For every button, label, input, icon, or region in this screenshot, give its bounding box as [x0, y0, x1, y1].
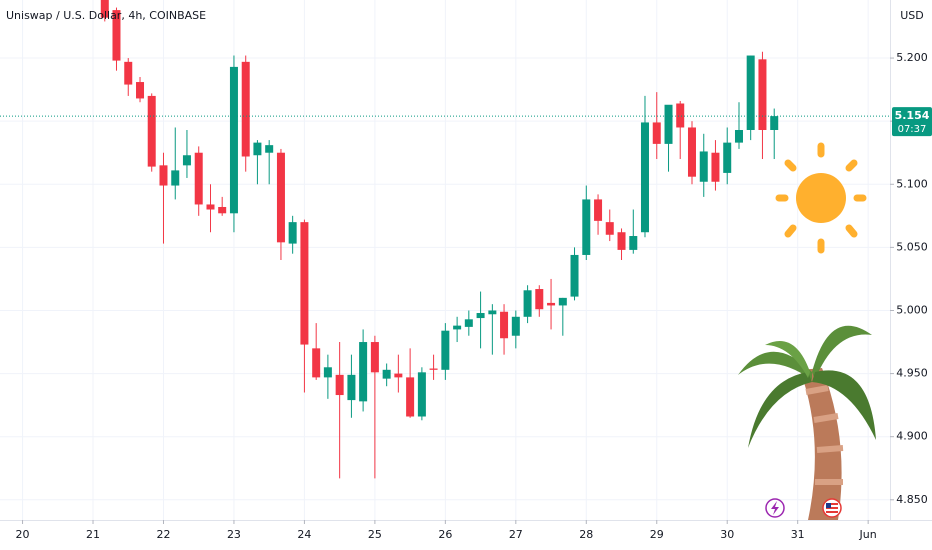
candle-body [500, 311, 509, 339]
candle-body [652, 122, 661, 144]
candle-body [746, 55, 755, 130]
grid [0, 0, 890, 520]
candle-body [253, 142, 262, 156]
candle-body [124, 61, 133, 85]
x-tick-label: 22 [156, 528, 170, 541]
x-tick-label: 23 [227, 528, 241, 541]
sun [775, 142, 867, 254]
candle-body [476, 313, 485, 319]
candle-body [229, 66, 238, 214]
candle-body [687, 127, 696, 177]
y-tick-label: 5.100 [896, 177, 928, 190]
candle-body [394, 373, 403, 378]
candle-body [547, 302, 556, 306]
candles [100, 0, 779, 479]
candle-body [335, 374, 344, 396]
candle-body [100, 0, 109, 18]
candle-body [734, 130, 743, 143]
candle-body [711, 152, 720, 182]
candle-body [699, 151, 708, 182]
candle-body [218, 206, 227, 214]
candle-body [441, 330, 450, 370]
candle-body [359, 342, 368, 402]
x-tick-label: 28 [579, 528, 593, 541]
candle-body [570, 254, 579, 297]
candle-body [605, 222, 614, 235]
candle-body [112, 10, 121, 61]
candle-body [370, 342, 379, 373]
x-tick-label: 31 [791, 528, 805, 541]
candle-body [147, 95, 156, 167]
candle-body [523, 290, 532, 317]
chart-title: Uniswap / U.S. Dollar, 4h, COINBASE [6, 9, 206, 22]
candle-body [664, 104, 673, 144]
candle-body [241, 61, 250, 157]
palm-tree [738, 325, 876, 520]
candle-body [382, 369, 391, 379]
candle-body [594, 199, 603, 221]
countdown-label: 07:37 [898, 124, 927, 135]
candle-body [347, 374, 356, 401]
candle-body [323, 367, 332, 378]
candle-body [206, 204, 215, 210]
price-label: 5.154 [895, 109, 930, 122]
x-tick-label: 30 [720, 528, 734, 541]
currency-label: USD [900, 9, 924, 22]
candle-body [770, 116, 779, 130]
x-tick-label: 24 [297, 528, 311, 541]
x-tick-label: Jun [859, 528, 877, 541]
x-tick-label: 26 [438, 528, 452, 541]
x-tick-label: 25 [368, 528, 382, 541]
x-tick-label: 27 [509, 528, 523, 541]
candle-body [159, 165, 168, 186]
candle-body [194, 152, 203, 205]
candle-body [511, 316, 520, 336]
candle-body [558, 297, 567, 306]
candle-body [617, 232, 626, 250]
y-tick-label: 5.000 [896, 303, 928, 316]
y-tick-label: 4.850 [896, 493, 928, 506]
candle-body [629, 236, 638, 250]
candle-body [265, 145, 274, 153]
candle-body [276, 152, 285, 243]
candle-body [312, 348, 321, 378]
candle-body [406, 377, 415, 417]
event-icon[interactable] [765, 498, 785, 518]
candle-body [676, 103, 685, 128]
candle-body [535, 289, 544, 310]
y-tick-label: 4.900 [896, 430, 928, 443]
candle-body [288, 222, 297, 244]
candle-body [488, 310, 497, 315]
candle-body [453, 325, 462, 330]
y-tick-label: 5.200 [896, 51, 928, 64]
x-tick-label: 21 [86, 528, 100, 541]
price-label-box [892, 107, 932, 137]
candle-body [582, 199, 591, 255]
x-tick-label: 29 [650, 528, 664, 541]
candle-body [182, 155, 191, 166]
candle-body [300, 222, 309, 345]
candle-body [640, 122, 649, 233]
candle-body [429, 368, 438, 370]
candle-body [417, 372, 426, 417]
candle-body [758, 59, 767, 130]
candle-body [464, 319, 473, 327]
candle-body [171, 170, 180, 186]
x-tick-label: 20 [16, 528, 30, 541]
event-icon[interactable] [822, 498, 842, 518]
candle-body [723, 142, 732, 173]
candle-body [136, 82, 145, 99]
y-tick-label: 4.950 [896, 367, 928, 380]
y-tick-label: 5.050 [896, 240, 928, 253]
